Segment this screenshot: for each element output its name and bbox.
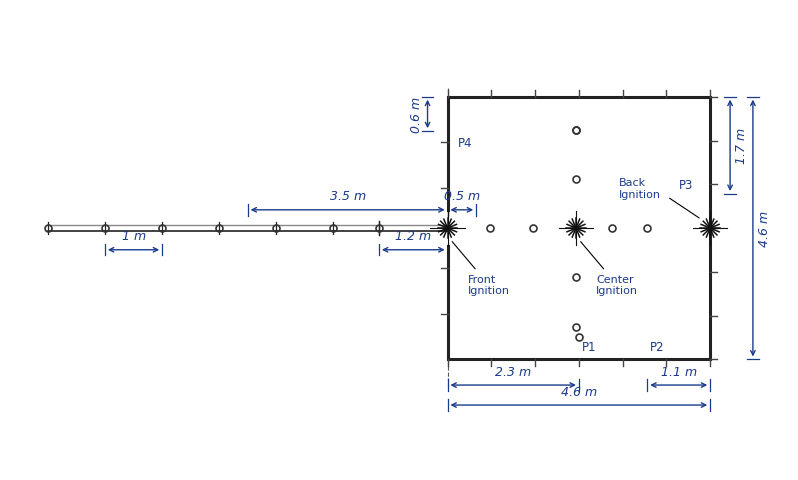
Text: P4: P4 — [458, 137, 472, 150]
Text: 1.2 m: 1.2 m — [395, 230, 432, 243]
Text: P2: P2 — [650, 340, 665, 353]
Text: P3: P3 — [679, 179, 693, 192]
Text: 0.5 m: 0.5 m — [444, 190, 480, 203]
Text: 3.5 m: 3.5 m — [330, 190, 365, 203]
Text: P1: P1 — [582, 340, 596, 353]
Text: 1 m: 1 m — [121, 230, 145, 243]
Text: 4.6 m: 4.6 m — [758, 211, 771, 247]
Text: 1.1 m: 1.1 m — [661, 365, 697, 378]
Text: 0.6 m: 0.6 m — [409, 96, 423, 132]
Text: Center
Ignition: Center Ignition — [581, 242, 638, 296]
Text: 2.3 m: 2.3 m — [495, 365, 531, 378]
Text: 1.7 m: 1.7 m — [735, 128, 748, 164]
Text: Back
Ignition: Back Ignition — [618, 178, 661, 200]
Text: 4.6 m: 4.6 m — [561, 385, 597, 398]
Text: Front
Ignition: Front Ignition — [452, 242, 509, 296]
